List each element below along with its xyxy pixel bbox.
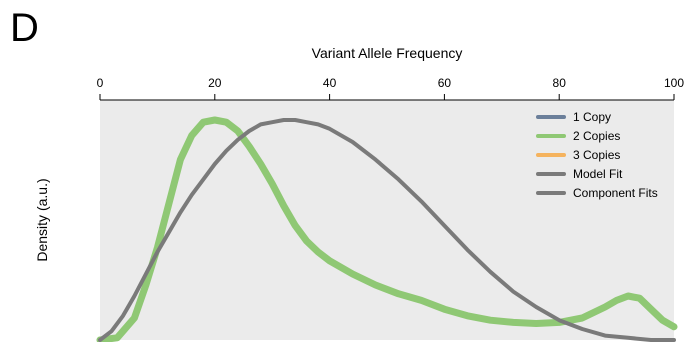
legend-label: 2 Copies xyxy=(573,129,620,143)
y-axis-title: Density (a.u.) xyxy=(34,178,50,261)
x-tick-label: 80 xyxy=(553,76,567,90)
series-line-model-fit xyxy=(98,118,676,342)
x-tick-label: 20 xyxy=(208,76,222,90)
panel-label: D xyxy=(10,6,39,50)
x-tick-label: 40 xyxy=(323,76,337,90)
x-tick-label: 100 xyxy=(664,76,684,90)
legend-label: Component Fits xyxy=(573,186,658,200)
legend-label: 1 Copy xyxy=(573,110,611,124)
plot-background xyxy=(100,100,674,340)
legend-label: 3 Copies xyxy=(573,148,620,162)
x-axis-title: Variant Allele Frequency xyxy=(312,45,463,61)
x-tick-label: 0 xyxy=(97,76,104,90)
series-layer xyxy=(96,116,678,342)
legend: 1 Copy 2 Copies 3 Copies Model Fit Component… xyxy=(536,110,658,200)
x-axis: 0 20 40 60 80 100 xyxy=(97,76,684,101)
legend-label: Model Fit xyxy=(573,167,623,181)
x-tick-label: 60 xyxy=(438,76,452,90)
series-line-2-copies xyxy=(96,116,678,342)
